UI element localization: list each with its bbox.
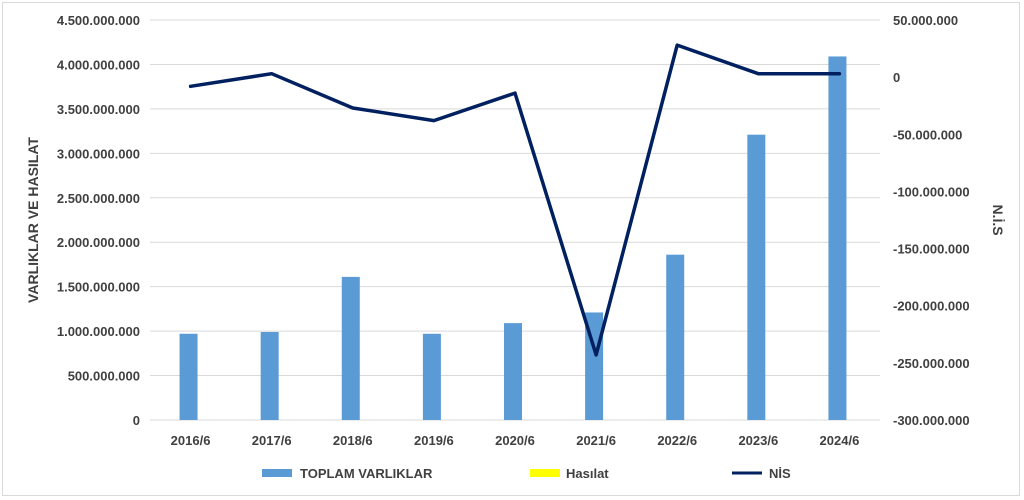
- left-tick-label: 0: [133, 413, 140, 428]
- x-tick-label: 2021/6: [576, 433, 616, 448]
- x-tick-label: 2016/6: [171, 433, 211, 448]
- right-axis-title: N.İ.S: [990, 204, 1006, 235]
- bar-toplam-varliklar: [504, 323, 522, 420]
- left-axis-title: VARLIKLAR VE HASILAT: [25, 137, 41, 303]
- bar-toplam-varliklar: [422, 333, 441, 420]
- bar-toplam-varliklar: [828, 56, 847, 420]
- left-tick-label: 2.500.000.000: [57, 191, 140, 206]
- bar-series: [179, 56, 847, 420]
- right-tick-label: -150.000.000: [893, 242, 970, 257]
- left-tick-label: 3.500.000.000: [57, 102, 140, 117]
- right-tick-label: -250.000.000: [893, 356, 970, 371]
- right-tick-label: -200.000.000: [893, 299, 970, 314]
- legend-label-nis: NİS: [769, 466, 791, 481]
- left-tick-label: 2.000.000.000: [57, 235, 140, 250]
- bar-toplam-varliklar: [666, 254, 685, 420]
- left-tick-label: 3.000.000.000: [57, 146, 140, 161]
- legend-label-hasilat: Hasılat: [566, 466, 609, 481]
- x-tick-label: 2023/6: [738, 433, 778, 448]
- line-series: [188, 43, 842, 357]
- legend-swatch-hasilat: [530, 469, 560, 477]
- x-axis-ticks: 2016/6 2017/6 2018/6 2019/6 2020/6 2021/6 2022…: [171, 433, 860, 448]
- right-tick-label: -300.000.000: [893, 413, 970, 428]
- x-tick-label: 2019/6: [414, 433, 454, 448]
- right-tick-label: -100.000.000: [893, 184, 970, 199]
- x-tick-label: 2018/6: [333, 433, 373, 448]
- left-tick-label: 4.500.000.000: [57, 13, 140, 28]
- bar-toplam-varliklar: [341, 276, 360, 420]
- bar-toplam-varliklar: [747, 134, 766, 420]
- right-tick-label: 50.000.000: [893, 13, 958, 28]
- left-tick-label: 500.000.000: [68, 369, 140, 384]
- left-tick-label: 1.500.000.000: [57, 280, 140, 295]
- left-tick-label: 1.000.000.000: [57, 324, 140, 339]
- x-tick-label: 2024/6: [820, 433, 860, 448]
- legend-label-toplam-varliklar: TOPLAM VARLIKLAR: [300, 466, 433, 481]
- left-axis-ticks: 0 500.000.000 1.000.000.000 1.500.000.000 2.…: [57, 13, 140, 428]
- left-tick-label: 4.000.000.000: [57, 57, 140, 72]
- right-tick-label: -50.000.000: [893, 127, 962, 142]
- bar-toplam-varliklar: [179, 333, 198, 420]
- legend: TOPLAM VARLIKLAR Hasılat NİS: [262, 466, 791, 481]
- x-tick-label: 2017/6: [252, 433, 292, 448]
- x-tick-label: 2020/6: [495, 433, 535, 448]
- legend-swatch-toplam-varliklar: [262, 469, 292, 477]
- right-tick-label: 0: [893, 70, 900, 85]
- x-tick-label: 2022/6: [657, 433, 697, 448]
- right-axis-ticks: -300.000.000 -250.000.000 -200.000.000 -150…: [893, 13, 970, 428]
- bar-toplam-varliklar: [260, 332, 279, 420]
- line-nis: [188, 43, 842, 357]
